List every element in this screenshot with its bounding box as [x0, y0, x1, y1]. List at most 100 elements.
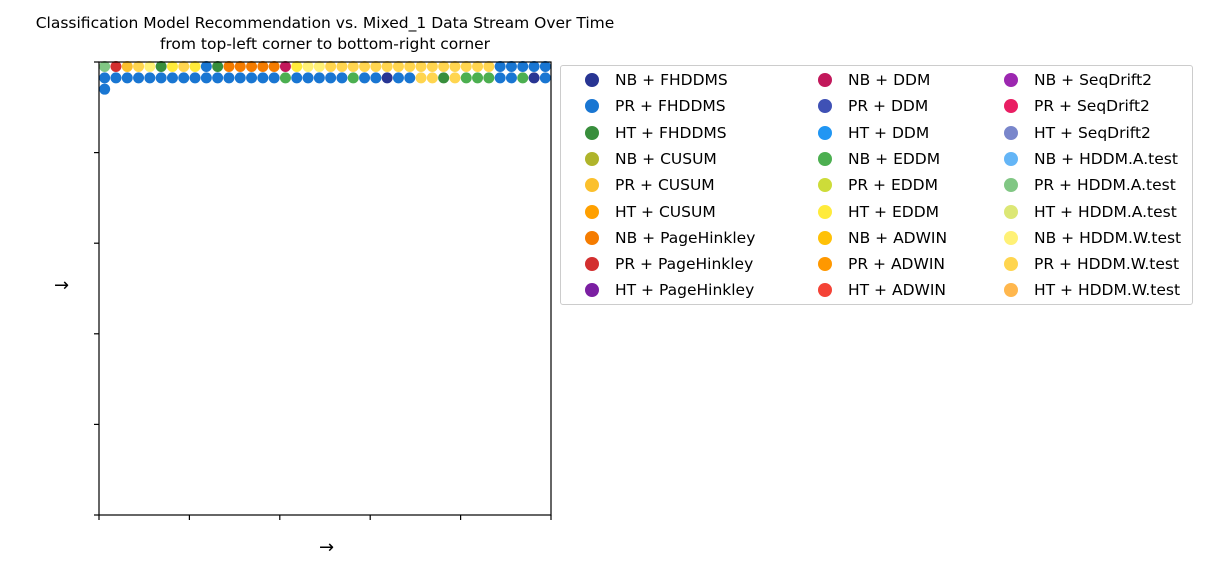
data-point-10 [212, 61, 224, 73]
legend-marker [1004, 283, 1018, 298]
legend-marker [1004, 99, 1018, 114]
legend-label: NB + DDM [848, 71, 931, 89]
legend-item: NB + ADWIN [818, 228, 947, 248]
legend-label: PR + SeqDrift2 [1034, 97, 1150, 116]
legend-label: NB + FHDDMS [615, 71, 728, 89]
legend-item: HT + DDM [818, 123, 929, 143]
legend-marker [585, 73, 599, 87]
data-point-19 [313, 61, 325, 73]
data-point-58 [302, 72, 314, 84]
legend-item: PR + CUSUM [585, 175, 715, 195]
data-point-26 [392, 61, 404, 73]
legend-marker [585, 125, 599, 140]
data-point-70 [438, 72, 450, 84]
data-point-73 [472, 72, 484, 84]
legend-item: NB + CUSUM [585, 149, 717, 169]
data-point-15 [268, 61, 280, 73]
legend-label: NB + EDDM [848, 149, 941, 168]
data-point-61 [336, 72, 348, 84]
data-point-62 [347, 72, 359, 84]
data-point-68 [415, 72, 427, 84]
legend-marker [818, 73, 832, 87]
data-point-50 [212, 72, 224, 84]
data-point-72 [460, 72, 472, 84]
data-point-56 [279, 72, 291, 84]
legend-item: PR + HDDM.W.test [1004, 254, 1179, 274]
data-point-48 [189, 72, 201, 84]
legend-item: NB + DDM [818, 70, 930, 90]
data-point-2 [121, 61, 133, 73]
y-axis-label: → [54, 275, 70, 296]
legend-item: PR + SeqDrift2 [1004, 96, 1150, 116]
data-point-66 [392, 72, 404, 84]
data-point-38 [528, 61, 540, 73]
legend-label: NB + CUSUM [615, 149, 717, 168]
data-point-35 [494, 61, 506, 73]
legend: NB + FHDDMS PR + FHDDMS HT + FHDDMS NB + CU… [560, 65, 1193, 305]
legend-item: NB + FHDDMS [585, 70, 728, 90]
legend-item: NB + HDDM.W.test [1004, 228, 1181, 248]
legend-marker [1004, 151, 1018, 166]
data-point-4 [144, 61, 156, 73]
legend-marker [585, 257, 599, 272]
legend-label: HT + CUSUM [615, 202, 716, 221]
legend-label: HT + EDDM [848, 202, 940, 221]
legend-item: HT + SeqDrift2 [1004, 123, 1151, 143]
data-point-17 [291, 61, 303, 73]
legend-item: NB + HDDM.A.test [1004, 149, 1178, 169]
legend-item: HT + HDDM.A.test [1004, 202, 1177, 222]
legend-item: PR + DDM [818, 96, 928, 116]
data-point-22 [347, 61, 359, 73]
data-point-27 [404, 61, 416, 73]
legend-label: HT + HDDM.W.test [1034, 281, 1181, 300]
data-point-75 [494, 72, 506, 84]
legend-label: NB + HDDM.W.test [1034, 228, 1182, 247]
legend-label: HT + SeqDrift2 [1034, 123, 1151, 142]
legend-label: HT + HDDM.A.test [1034, 202, 1177, 221]
legend-marker [818, 204, 832, 219]
legend-marker [818, 178, 832, 193]
data-point-46 [166, 72, 178, 84]
legend-marker [585, 230, 599, 245]
legend-label: NB + ADWIN [848, 228, 948, 247]
data-point-29 [426, 61, 438, 73]
legend-marker [1004, 257, 1018, 272]
data-point-77 [517, 72, 529, 84]
data-point-32 [460, 61, 472, 73]
legend-label: NB + SeqDrift2 [1034, 71, 1153, 89]
data-point-6 [166, 61, 178, 73]
legend-marker [1004, 125, 1018, 140]
legend-label: HT + PageHinkley [615, 281, 755, 300]
legend-marker [1004, 204, 1018, 219]
data-point-13 [246, 61, 258, 73]
legend-item: PR + ADWIN [818, 254, 945, 274]
data-point-11 [223, 61, 235, 73]
legend-item: NB + PageHinkley [585, 228, 755, 248]
data-point-41 [110, 72, 122, 84]
data-point-16 [279, 61, 291, 73]
legend-marker [818, 230, 832, 245]
legend-marker [585, 99, 599, 114]
data-point-18 [302, 61, 314, 73]
legend-marker [818, 125, 832, 140]
legend-item: HT + CUSUM [585, 202, 716, 222]
chart-title: Classification Model Recommendation vs. … [35, 14, 615, 32]
data-point-44 [144, 72, 156, 84]
data-point-53 [246, 72, 258, 84]
data-point-8 [189, 61, 201, 73]
legend-marker [1004, 73, 1018, 87]
data-point-30 [438, 61, 450, 73]
data-points-layer [99, 61, 551, 95]
legend-item: NB + EDDM [818, 149, 940, 169]
legend-label: PR + EDDM [848, 176, 938, 195]
data-point-21 [336, 61, 348, 73]
chart-subtitle: from top-left corner to bottom-right cor… [159, 35, 491, 53]
legend-marker [1004, 178, 1018, 193]
legend-label: HT + DDM [848, 123, 930, 142]
legend-marker [585, 151, 599, 166]
data-point-49 [200, 72, 212, 84]
legend-label: PR + HDDM.A.test [1034, 176, 1176, 195]
data-point-33 [472, 61, 484, 73]
legend-label: NB + HDDM.A.test [1034, 149, 1178, 168]
